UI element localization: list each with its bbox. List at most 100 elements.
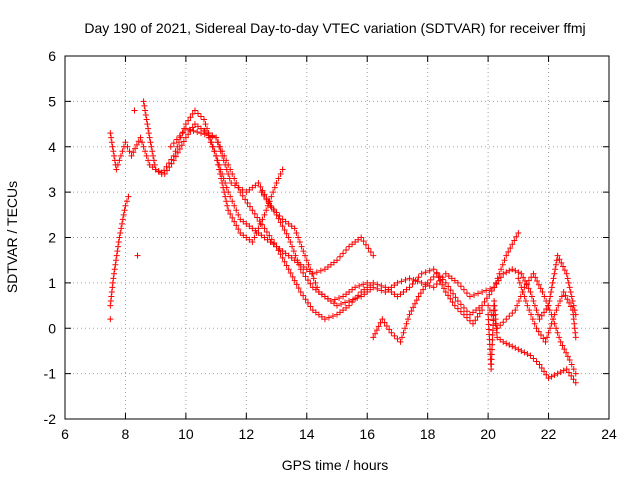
data-point [452,294,459,301]
data-point [235,184,242,191]
data-point [424,279,431,286]
data-point [566,357,573,364]
data-point [307,280,314,287]
data-point [571,320,578,327]
data-point [500,338,507,345]
data-point [447,295,454,302]
data-point [260,192,267,199]
data-point [205,130,212,137]
data-point [523,281,530,288]
data-point [511,237,518,244]
data-point [409,281,416,288]
data-point [537,285,544,292]
data-point [420,286,427,293]
data-point [211,148,218,155]
data-point [572,370,579,377]
data-point [185,117,192,124]
data-point [542,338,549,345]
data-point [533,307,540,314]
data-point [330,259,337,266]
data-point [558,293,565,300]
data-point [533,325,540,332]
data-point [324,295,331,302]
data-point [543,371,550,378]
data-point [535,328,542,335]
data-point [318,313,325,320]
data-point [266,232,273,239]
data-point [548,284,555,291]
data-point [185,131,192,138]
data-point [331,296,338,303]
data-point [140,98,147,105]
data-point [287,239,294,246]
data-point [516,279,523,286]
y-tick-label: -1 [44,366,57,382]
data-point [500,319,507,326]
data-point [207,139,214,146]
data-point [307,266,314,273]
data-point [285,220,292,227]
data-point [219,148,226,155]
data-point [312,279,319,286]
data-point [293,281,300,288]
data-point [457,283,464,290]
data-point [476,310,483,317]
data-point [308,270,315,277]
data-point [182,125,189,132]
data-point [275,175,282,182]
data-point [391,282,398,289]
data-point [447,287,454,294]
data-point [426,267,433,274]
data-point [550,316,557,323]
data-point [115,239,122,246]
data-point [402,276,409,283]
data-point [243,189,250,196]
data-point [550,275,557,282]
data-point [186,126,193,133]
data-point [553,307,560,314]
data-point [334,257,340,264]
data-point [256,218,263,225]
data-point [531,302,538,309]
x-tick-label: 18 [420,426,436,442]
data-point [433,270,440,277]
data-point [231,218,238,225]
data-point [551,372,558,379]
data-point [191,107,198,114]
data-point [224,202,231,209]
data-point [258,232,265,239]
data-point [388,284,395,291]
data-point [273,211,280,218]
data-point [302,296,309,303]
data-point [529,316,536,323]
data-point [137,134,144,141]
data-point [367,286,374,293]
data-point [249,207,256,214]
data-point [150,157,157,164]
data-point [213,152,220,159]
data-point [215,139,222,146]
data-point [564,353,571,360]
data-point [141,102,148,109]
data-point [221,152,228,159]
data-point [187,114,194,121]
data-point [466,293,473,300]
y-tick-label: 3 [48,184,56,200]
data-point [551,270,558,277]
data-point [557,338,564,345]
data-point [296,239,303,246]
data-point [289,243,296,250]
data-point [397,291,404,298]
data-point [538,312,545,319]
data-point [350,296,357,303]
data-point [524,302,531,309]
data-point [243,234,250,241]
data-point [567,288,574,295]
data-point [394,335,401,342]
data-point [570,302,577,309]
data-point [270,241,277,248]
data-point [503,316,510,323]
data-point [313,269,320,276]
data-point [338,301,345,308]
data-point [146,161,153,168]
